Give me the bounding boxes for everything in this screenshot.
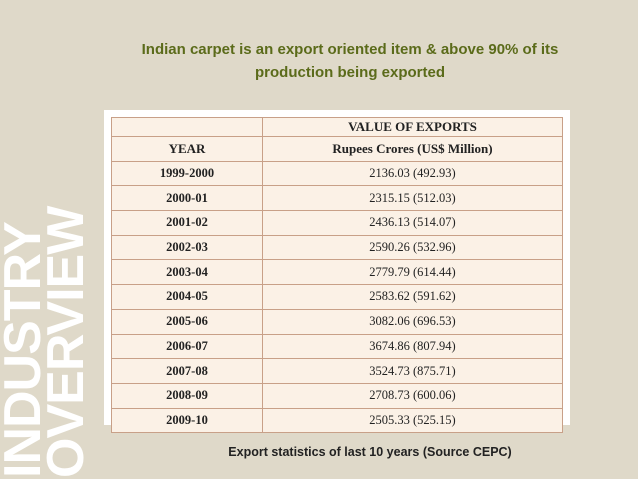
- table-cell-year: 2008-09: [111, 382, 263, 409]
- table-row: 2001-02 2436.13 (514.07): [111, 210, 563, 236]
- table-cell-year: 1999-2000: [111, 160, 263, 187]
- table-row: 2003-04 2779.79 (614.44): [111, 259, 563, 286]
- table-header-blank: [111, 117, 263, 137]
- table-cell-value: 3674.86 (807.94): [262, 333, 563, 360]
- table-row: 2000-01 2315.15 (512.03): [111, 185, 563, 212]
- table-cell-value: 3082.06 (696.53): [262, 308, 563, 335]
- exports-table-panel: VALUE OF EXPORTS YEAR Rupees Crores (US$…: [104, 110, 570, 434]
- table-cell-value: 2136.03 (492.93): [262, 160, 563, 187]
- table-cell-year: 2003-04: [111, 259, 263, 286]
- table-body: 1999-2000 2136.03 (492.93) 2000-01 2315.15 …: [111, 160, 563, 434]
- table-row: 1999-2000 2136.03 (492.93): [111, 160, 563, 187]
- table-cell-year: 2005-06: [111, 308, 263, 335]
- side-title-overview: OVERVIEW: [37, 206, 95, 478]
- table-cell-value: 2315.15 (512.03): [262, 185, 563, 212]
- table-cell-value: 2779.79 (614.44): [262, 259, 563, 286]
- table-row: 2005-06 3082.06 (696.53): [111, 308, 563, 335]
- slide-caption: Export statistics of last 10 years (Sour…: [228, 445, 512, 459]
- table-cell-year: 2001-02: [111, 210, 263, 236]
- table-cell-year: 2000-01: [111, 185, 263, 212]
- table-cell-value: 3524.73 (875.71): [262, 358, 563, 384]
- exports-table: VALUE OF EXPORTS YEAR Rupees Crores (US$…: [111, 117, 563, 434]
- table-cell-value: 2590.26 (532.96): [262, 234, 563, 261]
- slide-heading: Indian carpet is an export oriented item…: [141, 41, 559, 81]
- table-row: 2004-05 2583.62 (591.62): [111, 284, 563, 310]
- table-cell-year: 2007-08: [111, 358, 263, 384]
- table-header-value: Rupees Crores (US$ Million): [262, 136, 563, 162]
- table-row: 2002-03 2590.26 (532.96): [111, 234, 563, 261]
- table-header-year: YEAR: [111, 136, 263, 162]
- table-cell-year: 2002-03: [111, 234, 263, 261]
- table-cell-year: 2006-07: [111, 333, 263, 360]
- table-cell-value: 2583.62 (591.62): [262, 284, 563, 310]
- table-cell-year: 2004-05: [111, 284, 263, 310]
- table-cell-year: 2009-10: [111, 407, 263, 434]
- table-cell-value: 2505.33 (525.15): [262, 407, 563, 434]
- table-super-header: VALUE OF EXPORTS: [262, 117, 563, 137]
- table-row: 2009-10 2505.33 (525.15): [111, 407, 563, 434]
- table-cell-value: 2436.13 (514.07): [262, 210, 563, 236]
- table-row: 2006-07 3674.86 (807.94): [111, 333, 563, 360]
- table-cell-value: 2708.73 (600.06): [262, 382, 563, 409]
- table-row: 2008-09 2708.73 (600.06): [111, 382, 563, 409]
- table-row: 2007-08 3524.73 (875.71): [111, 358, 563, 384]
